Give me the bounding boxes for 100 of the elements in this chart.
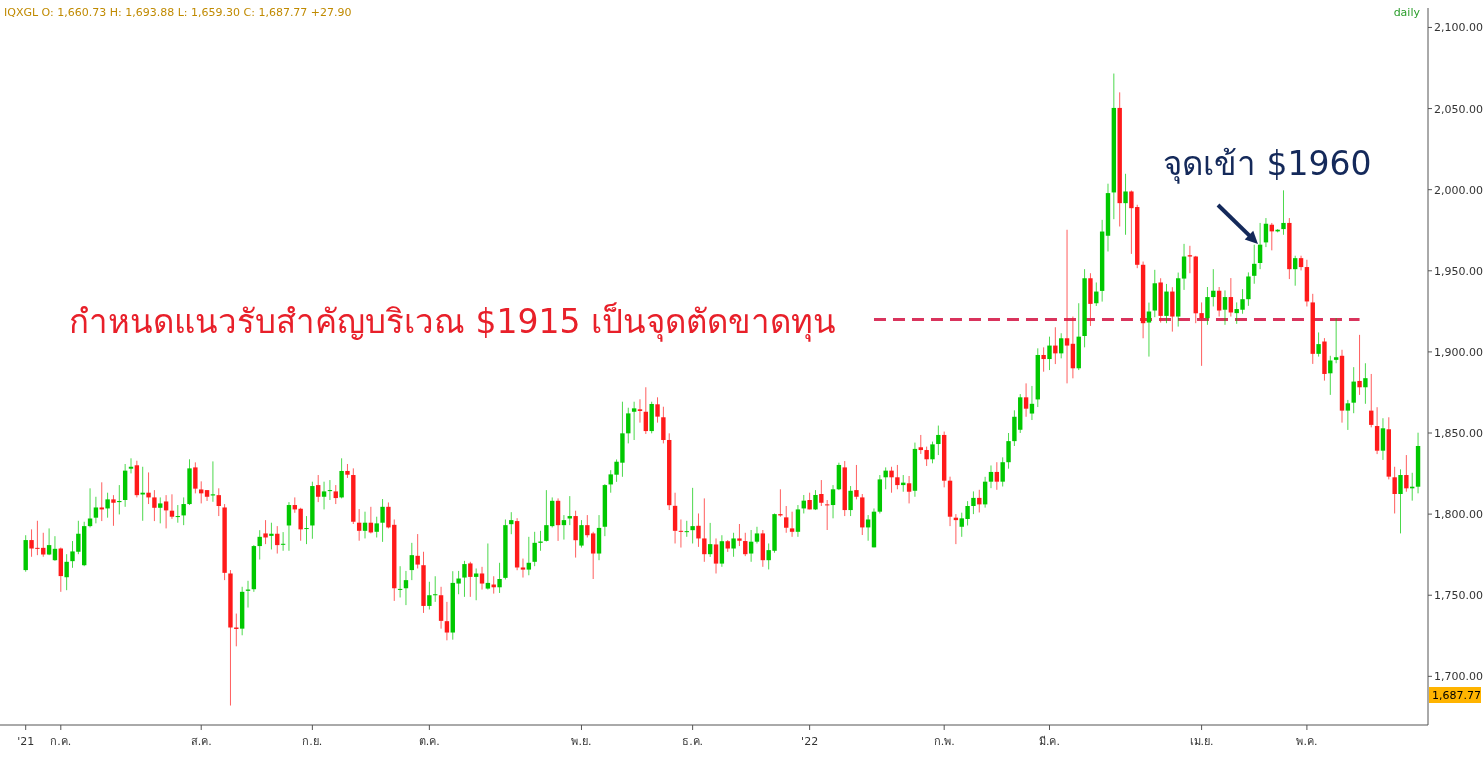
- candlestick: [1053, 326, 1058, 365]
- candlestick: [702, 497, 707, 563]
- candlestick: [696, 512, 701, 548]
- candlestick: [374, 516, 379, 538]
- annotation: จุดเข้า $1960: [1163, 144, 1372, 184]
- candlestick: [181, 496, 186, 526]
- x-tick-label: พ.ค.: [1296, 735, 1318, 748]
- candlestick: [479, 566, 485, 591]
- x-tick-label: ก.พ.: [933, 735, 955, 748]
- candlestick: [784, 505, 789, 534]
- chart-subtitle: daily: [1393, 6, 1421, 19]
- candlestick: [327, 479, 333, 501]
- candlestick: [1023, 382, 1029, 418]
- candlestick: [1047, 336, 1052, 371]
- candlestick: [532, 531, 537, 567]
- chart-title: IQXGL O: 1,660.73 H: 1,693.88 L: 1,659.30 C: 1,687.77 +27.90: [4, 6, 352, 19]
- candlestick: [936, 425, 941, 456]
- candlestick: [707, 522, 713, 558]
- candlestick: [175, 504, 181, 524]
- y-tick-label: 1,850.00: [1434, 427, 1483, 441]
- candlestick: [304, 515, 309, 545]
- candlestick: [1216, 286, 1222, 318]
- x-tick-label: ธ.ค.: [682, 735, 704, 748]
- x-tick-label: พ.ย.: [571, 735, 592, 748]
- candlestick: [468, 561, 473, 598]
- candlestick: [1328, 355, 1333, 396]
- candlestick: [1316, 331, 1321, 358]
- x-tick-label: '22: [801, 735, 819, 748]
- candlestick: [427, 581, 432, 610]
- candlestick: [690, 487, 695, 544]
- candlestick: [883, 466, 888, 490]
- candlestick: [924, 446, 929, 467]
- candlestick: [1187, 245, 1193, 274]
- text: 1,687.77: [1432, 689, 1481, 702]
- candlestick: [397, 565, 403, 598]
- candlestick: [1205, 286, 1210, 326]
- candlestick: [824, 499, 830, 531]
- candlestick: [684, 520, 689, 538]
- candlestick: [158, 496, 163, 524]
- y-tick-label: 2,100.00: [1434, 21, 1483, 35]
- candlestick: [87, 487, 93, 528]
- candlestick: [169, 493, 175, 520]
- candlestick: [1404, 454, 1409, 493]
- candlestick: [1333, 317, 1339, 364]
- y-tick-label: 1,750.00: [1434, 589, 1483, 603]
- candlestick: [497, 562, 502, 594]
- candlestick: [906, 475, 912, 504]
- candlestick: [1398, 468, 1403, 534]
- candlestick: [848, 485, 853, 517]
- candlestick: [1064, 229, 1070, 384]
- candlestick: [661, 406, 666, 444]
- candlestick: [795, 504, 801, 538]
- candlestick: [1146, 302, 1152, 358]
- candlestick: [719, 534, 725, 568]
- candlestick: [93, 496, 99, 524]
- candlestick: [655, 396, 660, 424]
- candlestick: [46, 527, 52, 556]
- candlestick: [444, 601, 450, 641]
- candlestick: [626, 407, 631, 444]
- candlestick: [415, 533, 420, 569]
- candlestick: [193, 461, 198, 494]
- candlestick: [1380, 417, 1386, 461]
- candlestick: [1252, 244, 1257, 285]
- candlestick: [263, 519, 268, 545]
- candlestick: [743, 532, 748, 557]
- candlestick: [485, 542, 491, 591]
- series-label: กำหนดแนวรับสำคัญบริเวณ $1915 เป็นจุดตัดขาดทุน: [69, 302, 836, 343]
- candlestick: [316, 474, 321, 503]
- candlestick: [216, 487, 221, 517]
- candlestick: [269, 522, 274, 550]
- candlestick: [146, 471, 151, 505]
- candlestick: [1006, 432, 1011, 470]
- candlestick: [152, 489, 157, 522]
- y-tick-label: 2,050.00: [1434, 102, 1483, 116]
- candlestick: [994, 461, 1000, 491]
- candlestick: [731, 532, 736, 558]
- candlestick: [105, 492, 110, 519]
- candlestick: [520, 558, 526, 579]
- candlestick: [1345, 399, 1351, 431]
- candlestick: [1000, 456, 1005, 488]
- candlestick: [713, 537, 719, 574]
- candlestick: [1041, 346, 1046, 373]
- x-tick-label: ต.ค.: [418, 735, 440, 748]
- x-tick-label: ก.ค.: [50, 735, 72, 748]
- candlestick: [889, 466, 894, 494]
- candlestick: [637, 398, 643, 424]
- candlestick: [631, 401, 637, 441]
- candlestick: [895, 464, 900, 490]
- candlestick: [298, 507, 303, 542]
- candlestick: [1222, 289, 1228, 326]
- candlestick: [1293, 255, 1298, 287]
- candlestick: [1058, 332, 1064, 359]
- candlestick: [117, 484, 122, 515]
- candlestick: [1357, 334, 1362, 396]
- candlestick: [789, 511, 795, 538]
- candlestick: [526, 536, 532, 576]
- candlestick: [561, 514, 567, 541]
- candlestick: [280, 531, 286, 552]
- candlestick: [830, 484, 836, 519]
- candlestick: [1199, 301, 1204, 367]
